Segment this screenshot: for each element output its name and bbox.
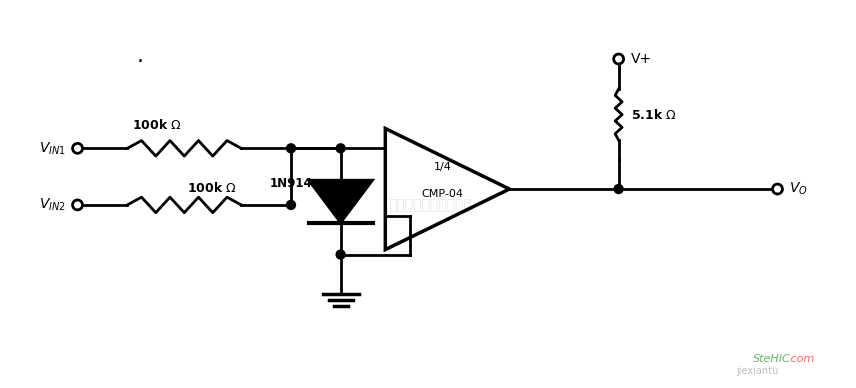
Text: $V_{IN1}$: $V_{IN1}$	[39, 140, 66, 156]
Text: CMP-04: CMP-04	[421, 189, 463, 199]
Circle shape	[287, 201, 295, 210]
Text: V+: V+	[631, 52, 651, 66]
Polygon shape	[309, 180, 372, 223]
Circle shape	[614, 54, 623, 64]
Circle shape	[73, 143, 82, 153]
Text: 1/4: 1/4	[433, 162, 451, 172]
Text: 杭州将睿科技有限公司: 杭州将睿科技有限公司	[388, 198, 472, 212]
Text: SteHIC: SteHIC	[752, 354, 790, 364]
Circle shape	[287, 144, 295, 153]
Text: 1N914: 1N914	[270, 177, 312, 190]
Circle shape	[772, 184, 782, 194]
Text: 5.1k $\Omega$: 5.1k $\Omega$	[631, 107, 676, 121]
Text: 100k $\Omega$: 100k $\Omega$	[187, 181, 236, 195]
Circle shape	[614, 185, 623, 194]
Circle shape	[336, 250, 345, 259]
Circle shape	[336, 144, 345, 153]
Circle shape	[73, 200, 82, 210]
Text: jiexiantu: jiexiantu	[736, 366, 779, 376]
Text: .: .	[137, 46, 144, 66]
Text: 100k $\Omega$: 100k $\Omega$	[132, 118, 181, 132]
Text: $V_{IN2}$: $V_{IN2}$	[39, 197, 66, 213]
Text: .com: .com	[788, 354, 815, 364]
Text: $V_O$: $V_O$	[789, 181, 808, 197]
